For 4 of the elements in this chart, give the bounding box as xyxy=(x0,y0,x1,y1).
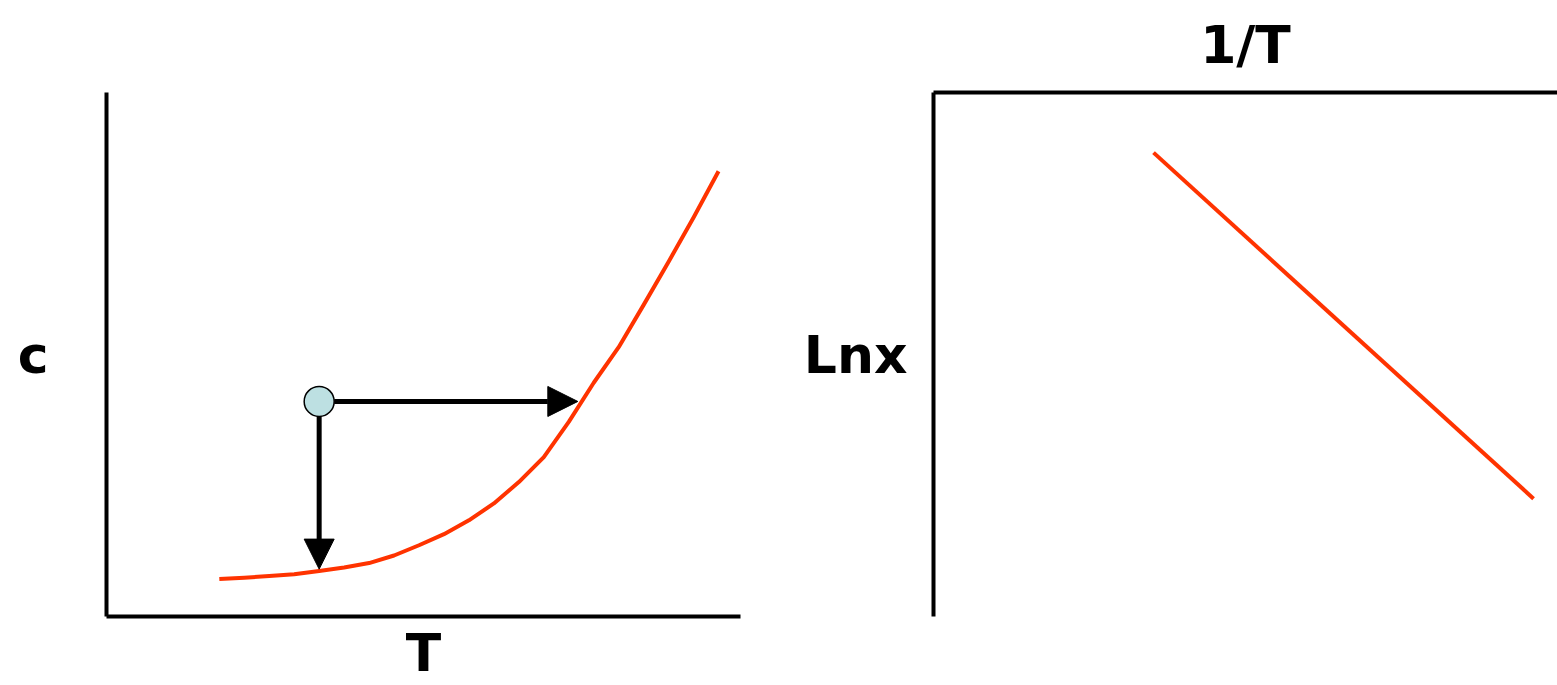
y-axis-title: Lnx xyxy=(803,324,908,385)
x-axis-title: T xyxy=(405,622,442,683)
y-axis-title: c xyxy=(17,324,49,385)
x2-axis-title: 1/T xyxy=(1200,14,1292,75)
